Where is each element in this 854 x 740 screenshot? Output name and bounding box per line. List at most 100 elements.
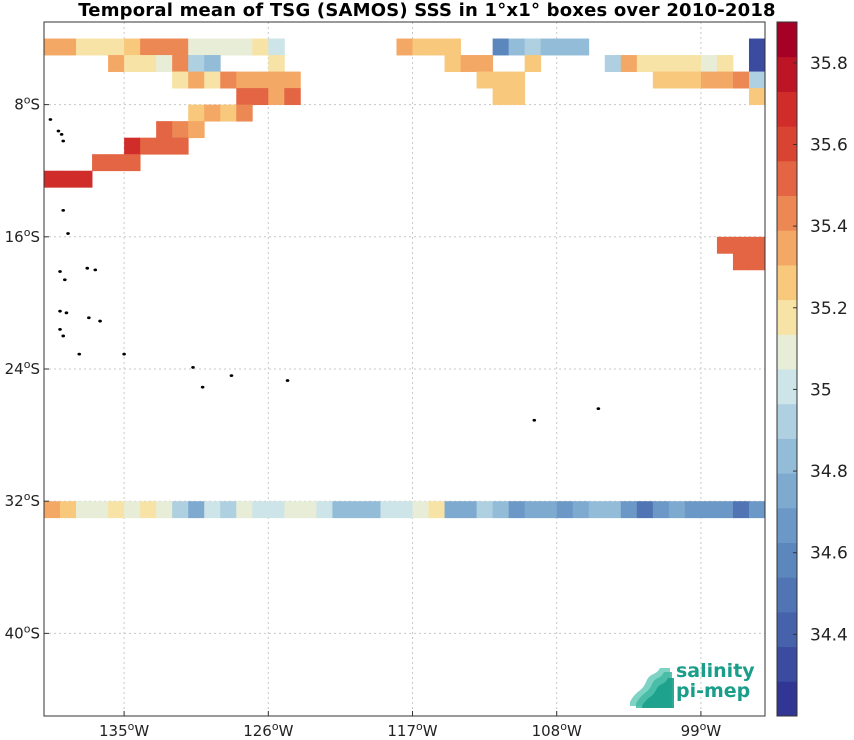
sss-cell	[188, 104, 205, 122]
sss-cell	[188, 71, 205, 89]
waves-icon	[630, 668, 674, 708]
sss-cell	[444, 55, 461, 72]
colorbar-tick-label: 34.4	[810, 625, 848, 645]
sss-cell	[476, 55, 494, 72]
colorbar-segment	[777, 403, 797, 439]
sss-cell	[44, 38, 61, 56]
sss-cell	[524, 55, 542, 72]
sss-cell	[540, 501, 558, 519]
island-marker	[63, 278, 67, 282]
sss-cell	[716, 501, 734, 519]
sss-cell	[668, 501, 686, 519]
sss-cell	[428, 38, 445, 56]
logo-line2: pi-mep	[676, 680, 751, 702]
sss-cell	[204, 104, 221, 122]
island-marker	[122, 352, 126, 356]
colorbar-tick-label: 35.8	[810, 54, 848, 74]
colorbar-segment	[777, 507, 797, 543]
sss-cell	[364, 501, 381, 519]
sss-cell	[428, 501, 445, 519]
sss-cell	[220, 104, 237, 122]
sss-cell	[236, 71, 253, 89]
sss-cell	[300, 501, 317, 519]
sss-cell	[172, 137, 189, 155]
sss-cell	[636, 501, 654, 519]
colorbar-segment	[777, 91, 797, 127]
sss-cell	[124, 154, 141, 172]
sss-cell	[236, 38, 253, 56]
sss-cell	[492, 71, 510, 89]
sss-cell	[204, 38, 221, 56]
sss-cell	[508, 38, 526, 56]
sss-cell	[172, 71, 189, 89]
sss-cell	[332, 501, 349, 519]
colorbar-segment	[777, 611, 797, 648]
sss-cell	[220, 501, 237, 519]
sss-cell	[572, 501, 590, 519]
y-tick-label: 8oS	[14, 94, 40, 114]
sss-cell	[636, 55, 654, 72]
colorbar-tick-label: 34.6	[810, 544, 848, 564]
sss-cell	[76, 501, 93, 519]
sss-cell	[524, 38, 542, 56]
island-marker	[59, 132, 64, 136]
sss-cell	[140, 501, 157, 519]
sss-cell	[524, 501, 542, 519]
sss-cell	[124, 501, 141, 519]
sss-cell	[572, 38, 590, 56]
sss-cell	[188, 501, 205, 519]
sss-cell	[460, 55, 477, 72]
island-marker	[58, 309, 62, 313]
sss-cell	[108, 38, 125, 56]
colorbar-tick-label: 34.8	[810, 462, 848, 482]
sss-cell	[492, 38, 510, 56]
sss-cell	[748, 88, 766, 106]
sss-cell	[188, 121, 205, 139]
colorbar-segment	[777, 160, 797, 196]
colorbar-tick-label: 35	[810, 380, 832, 400]
sss-cell	[108, 55, 125, 72]
sss-cell	[284, 88, 301, 106]
sss-cell	[220, 71, 237, 89]
sss-cell	[748, 253, 766, 271]
y-axis-ticks: 8oS 16oS 24oS 32oS 40oS	[5, 94, 49, 642]
island-marker	[61, 208, 66, 212]
sss-cell	[156, 121, 173, 139]
salinity-pi-mep-logo: salinity pi-mep	[626, 660, 756, 710]
sss-cell	[76, 38, 93, 56]
sss-cell	[412, 501, 429, 519]
colorbar-segment	[777, 577, 797, 613]
sss-cell	[252, 501, 269, 519]
sss-cell	[732, 253, 750, 271]
sss-cell	[652, 501, 670, 519]
island-marker	[61, 139, 66, 143]
sss-cell	[652, 71, 670, 89]
sss-cell	[396, 38, 413, 56]
colorbar-segment	[777, 230, 797, 266]
island-marker	[66, 232, 70, 235]
y-tick-label: 40oS	[5, 622, 40, 642]
y-tick-label: 32oS	[5, 490, 40, 510]
sss-cell	[92, 154, 109, 172]
sss-cell	[684, 71, 702, 89]
colorbar-segment	[777, 195, 797, 231]
sss-cell	[156, 38, 173, 56]
sss-cell	[108, 501, 125, 519]
sss-cell	[204, 55, 221, 72]
sss-cell	[716, 71, 734, 89]
sss-cell	[92, 501, 109, 519]
sss-cell	[252, 88, 269, 106]
sss-cell	[268, 88, 285, 106]
sss-cells	[44, 38, 766, 519]
island-marker	[56, 129, 61, 133]
island-marker	[93, 268, 98, 272]
colorbar-segment	[777, 646, 797, 682]
island-marker	[191, 365, 195, 369]
sss-cell	[476, 501, 494, 519]
sss-cell	[44, 170, 61, 188]
sss-cell	[236, 501, 253, 519]
sss-cell	[492, 88, 510, 106]
sss-cell	[540, 38, 558, 56]
chart-title: Temporal mean of TSG (SAMOS) SSS in 1°x1…	[78, 0, 776, 21]
